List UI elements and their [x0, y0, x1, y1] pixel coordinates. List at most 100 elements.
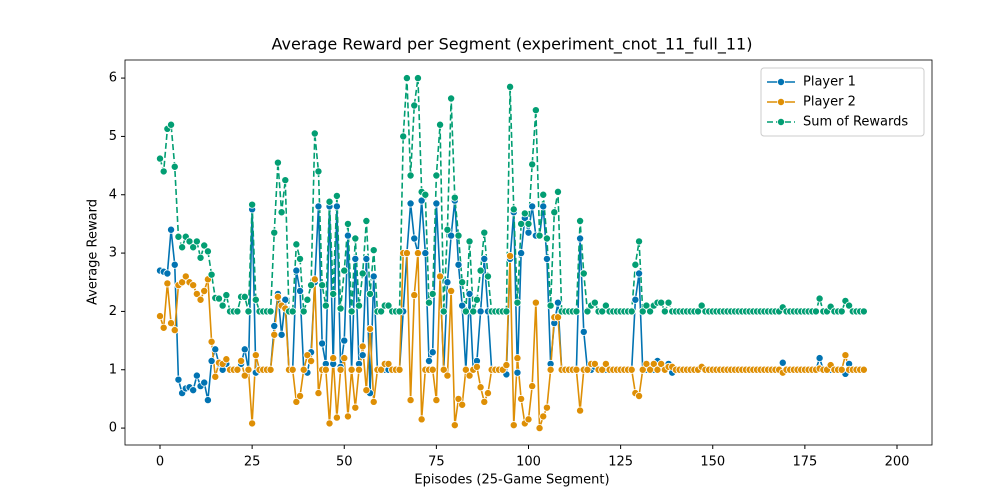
y-tick-label: 2	[109, 304, 117, 319]
data-point	[354, 301, 363, 310]
data-point	[214, 294, 223, 303]
data-point	[550, 208, 559, 217]
data-point	[288, 365, 297, 374]
data-point	[576, 406, 585, 415]
data-point	[340, 266, 349, 275]
data-point	[520, 209, 529, 218]
data-point	[432, 396, 441, 405]
data-point	[576, 216, 585, 225]
data-point	[347, 365, 356, 374]
data-point	[480, 397, 489, 406]
data-point	[222, 291, 231, 300]
x-tick-label: 100	[516, 455, 541, 470]
data-point	[417, 415, 426, 424]
plot-frame	[124, 59, 933, 446]
data-point	[244, 365, 253, 374]
data-point	[273, 292, 282, 301]
data-point	[410, 101, 419, 110]
data-point	[321, 365, 330, 374]
data-point	[240, 371, 249, 380]
data-point	[270, 228, 279, 237]
data-point	[506, 251, 515, 260]
data-point	[465, 371, 474, 380]
x-tick-label: 150	[700, 455, 725, 470]
data-point	[288, 307, 297, 316]
data-point	[189, 281, 198, 290]
data-point	[296, 286, 305, 295]
data-point	[509, 205, 518, 214]
data-point	[406, 199, 415, 208]
y-tick-label: 1	[109, 362, 117, 377]
data-point	[314, 389, 323, 398]
data-point	[174, 375, 183, 384]
data-point	[524, 228, 533, 237]
data-point	[366, 289, 375, 298]
data-point	[248, 419, 257, 428]
data-point	[417, 196, 426, 205]
data-point	[358, 351, 367, 360]
data-point	[837, 307, 846, 316]
data-point	[546, 365, 555, 374]
data-point	[314, 202, 323, 211]
data-point	[635, 237, 644, 246]
data-point	[454, 260, 463, 269]
data-point	[513, 368, 522, 377]
data-point	[517, 394, 526, 403]
data-point	[358, 342, 367, 351]
legend: Player 1 Player 2 Sum of Rewards	[760, 67, 925, 137]
data-point	[303, 351, 312, 360]
data-point	[402, 74, 411, 83]
data-point	[542, 403, 551, 412]
data-point	[207, 270, 216, 279]
data-point	[170, 162, 179, 171]
data-point	[318, 339, 327, 348]
data-point	[325, 419, 334, 428]
data-point	[553, 298, 562, 307]
y-tick-label: 0	[109, 421, 117, 436]
data-point	[399, 132, 408, 141]
data-point	[170, 260, 179, 269]
data-point	[425, 298, 434, 307]
data-point	[244, 307, 253, 316]
data-point	[476, 266, 485, 275]
data-point	[299, 307, 308, 316]
data-point	[222, 355, 231, 364]
data-point	[343, 412, 352, 421]
data-point	[657, 359, 666, 368]
data-point	[299, 365, 308, 374]
data-point	[163, 269, 172, 278]
data-point	[428, 365, 437, 374]
data-point	[273, 158, 282, 167]
data-point	[528, 202, 537, 211]
data-point	[343, 231, 352, 240]
data-point	[292, 240, 301, 249]
data-point	[450, 193, 459, 202]
data-point	[207, 356, 216, 365]
data-point	[281, 295, 290, 304]
data-point	[307, 281, 316, 290]
data-point	[458, 400, 467, 409]
data-point	[811, 307, 820, 316]
legend-marker	[777, 98, 786, 107]
x-tick-label: 200	[885, 455, 910, 470]
data-point	[509, 421, 518, 430]
data-point	[296, 391, 305, 400]
data-point	[248, 200, 257, 209]
data-point	[159, 167, 168, 176]
data-point	[458, 278, 467, 287]
data-point	[664, 298, 673, 307]
data-point	[314, 167, 323, 176]
data-point	[192, 237, 201, 246]
data-point	[192, 371, 201, 380]
data-point	[627, 307, 636, 316]
data-point	[203, 396, 212, 405]
data-point	[845, 301, 854, 310]
x-tick-label: 50	[336, 455, 353, 470]
data-point	[480, 228, 489, 237]
data-point	[576, 234, 585, 243]
data-point	[432, 171, 441, 180]
y-tick-label: 5	[109, 129, 117, 144]
data-point	[237, 356, 246, 365]
data-point	[277, 330, 286, 339]
